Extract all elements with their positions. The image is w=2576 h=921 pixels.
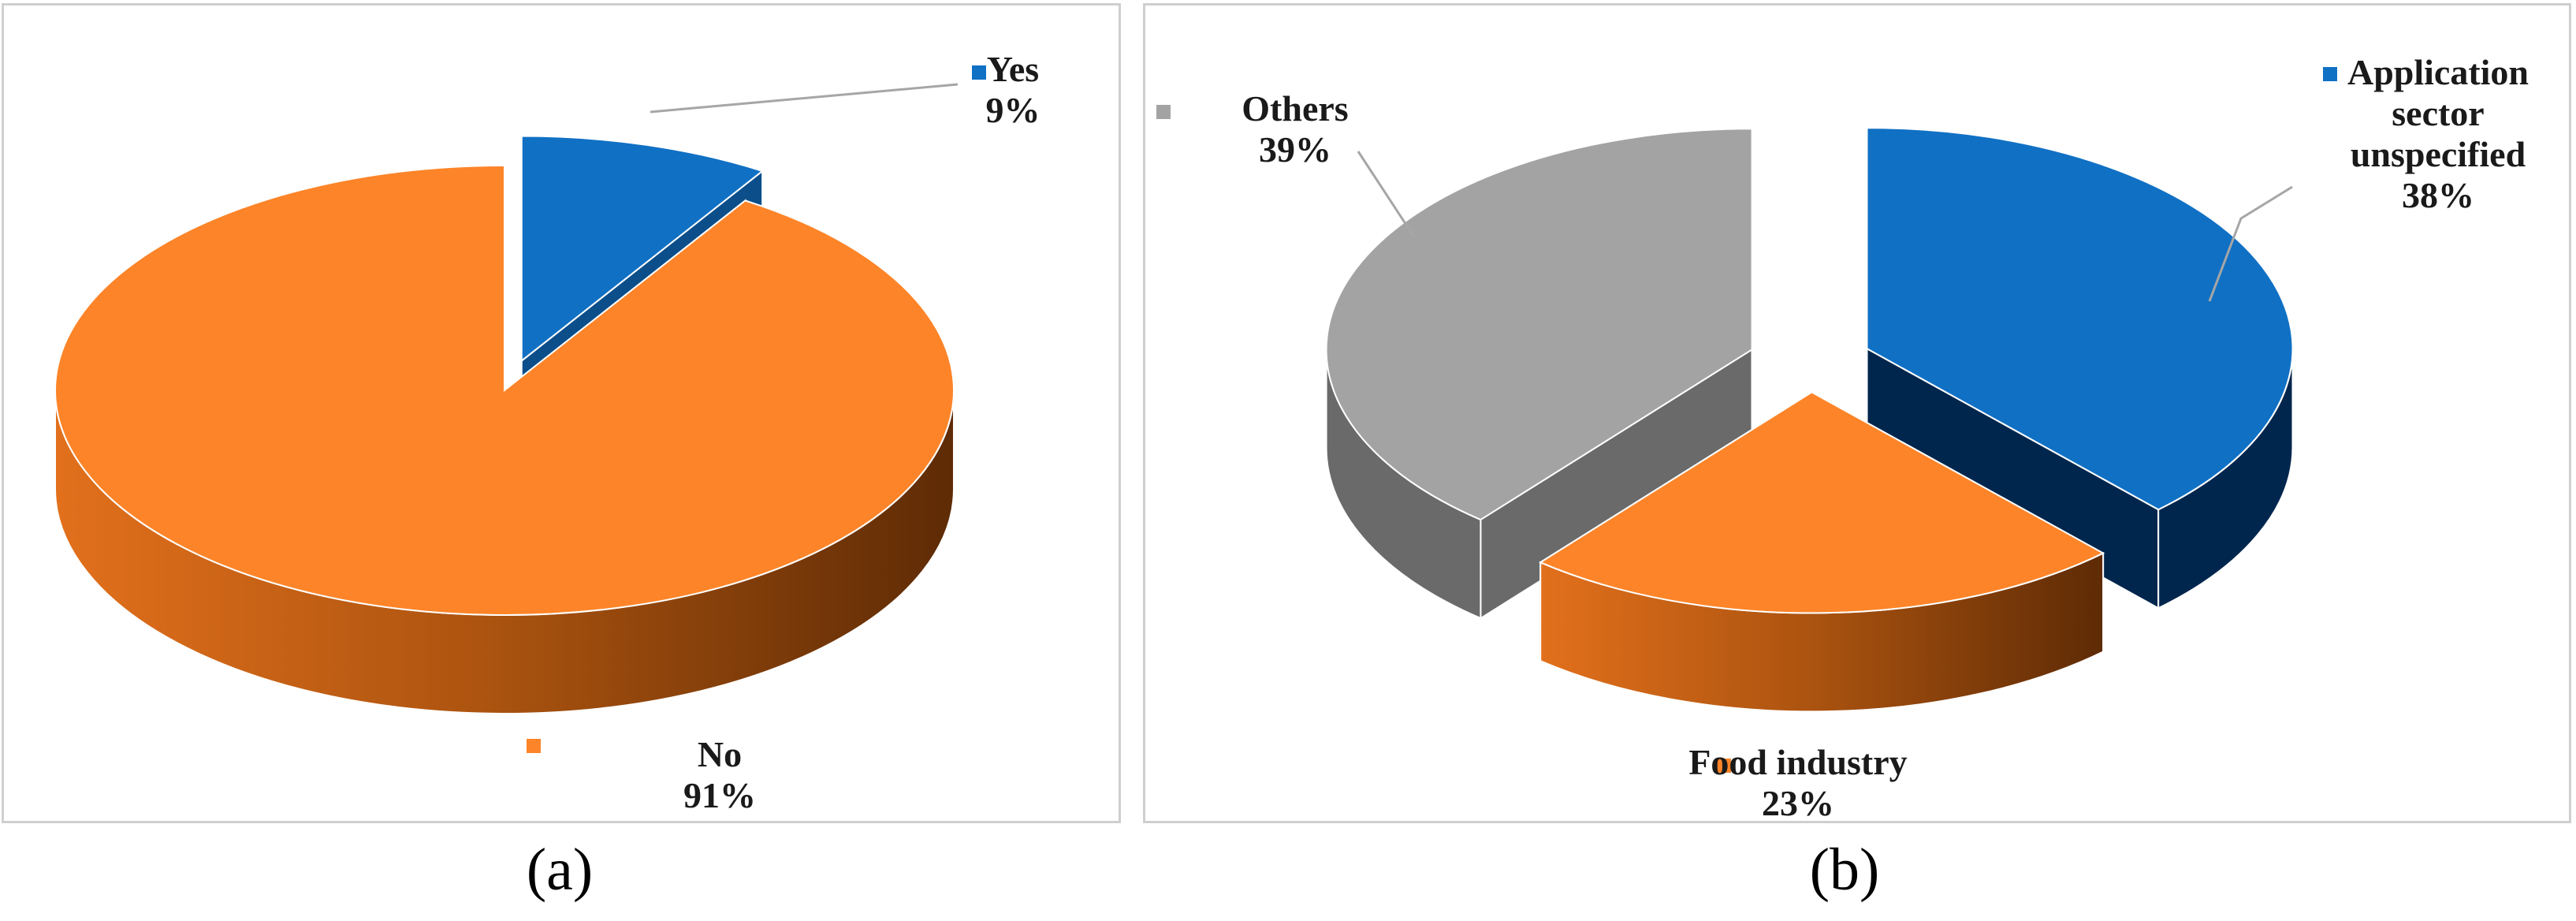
legend-marker <box>972 65 986 80</box>
pie-slice-others <box>1325 128 1753 620</box>
pie-slice-top <box>1866 127 2294 511</box>
pie-chart-b: Application sector unspecified 38% Food indu… <box>1156 52 2529 823</box>
slice-label: Yes 9% <box>986 49 1040 130</box>
legend-marker <box>1156 105 1171 119</box>
leader-line <box>1357 151 1416 239</box>
pie-chart-a: Yes 9% No 91% <box>54 49 1040 815</box>
panel-caption-b: (b) <box>1809 837 1880 903</box>
slice-label: Others 39% <box>1241 88 1348 170</box>
legend-marker <box>2323 67 2337 81</box>
pie-slice-food-industry <box>1539 390 2105 713</box>
slice-label: Food industry 23% <box>1688 742 1907 823</box>
pie-slice-no <box>54 164 955 714</box>
pie-slice-top <box>1539 391 2105 614</box>
chart-panel-a: Yes 9% No 91% <box>2 3 1121 823</box>
pie-slice-top <box>1325 128 1753 521</box>
chart-panel-b: Application sector unspecified 38% Food indu… <box>1143 3 2571 823</box>
slice-label: Application sector unspecified 38% <box>2347 52 2529 215</box>
leader-line <box>2208 185 2293 302</box>
slice-label: No 91% <box>683 734 756 815</box>
legend-marker <box>527 739 541 753</box>
pie-slice-top <box>54 164 955 616</box>
panel-caption-a: (a) <box>526 837 594 903</box>
legend-marker <box>1717 759 1731 773</box>
pie-slice-top <box>520 135 765 363</box>
leader-line <box>650 83 959 114</box>
